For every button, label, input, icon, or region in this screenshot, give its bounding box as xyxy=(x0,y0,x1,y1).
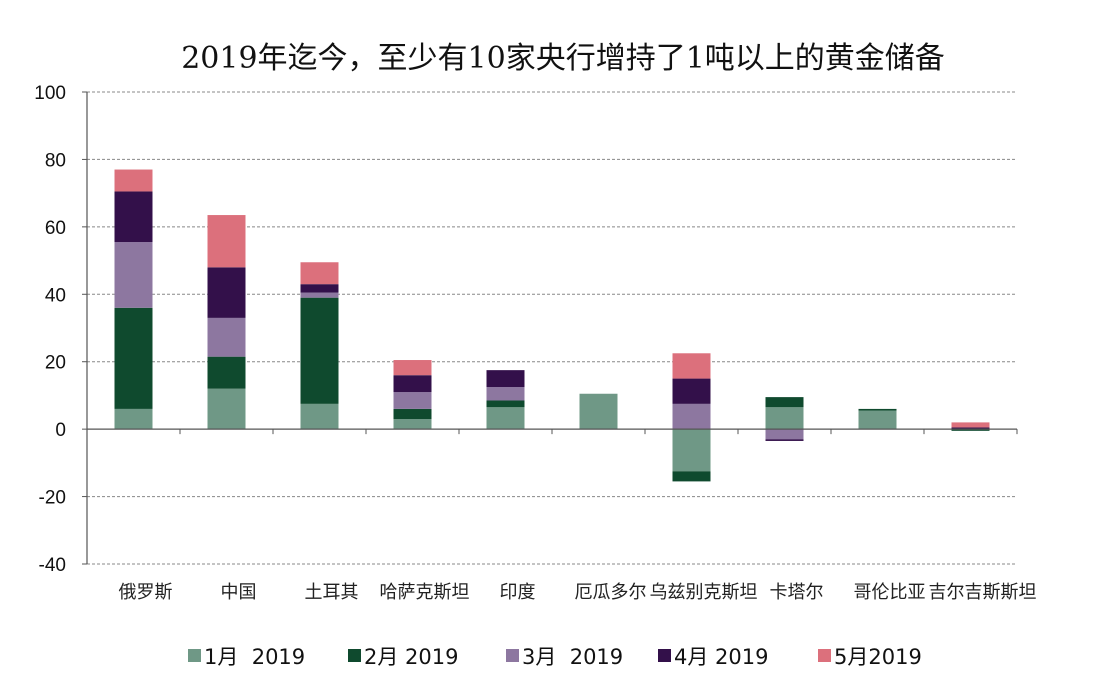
bar-segment xyxy=(114,307,153,409)
y-tick-label: -20 xyxy=(39,488,66,509)
bar-segment xyxy=(300,403,339,430)
x-tick-label: 吉尔吉斯斯坦 xyxy=(929,582,1037,603)
x-tick-label: 俄罗斯 xyxy=(119,582,173,603)
bar-segment xyxy=(486,387,525,401)
bar-segment xyxy=(207,356,246,389)
bar-segment xyxy=(300,262,339,285)
y-tick-label: 60 xyxy=(45,218,66,239)
bar-segment xyxy=(207,215,246,268)
x-tick-label: 乌兹别克斯坦 xyxy=(650,582,758,603)
x-tick-label: 印度 xyxy=(500,582,536,603)
x-tick-label: 卡塔尔 xyxy=(770,582,824,603)
bar-segment xyxy=(672,378,711,404)
y-tick-label: 40 xyxy=(45,285,66,306)
bar-segment xyxy=(114,169,153,192)
bar-segment xyxy=(765,429,804,440)
bar-segment xyxy=(765,407,804,430)
legend-label: 4月 2019 xyxy=(674,645,768,669)
bar-segment xyxy=(486,370,525,387)
y-tick-label: 20 xyxy=(45,353,66,374)
x-axis-ticks: 俄罗斯 中国 土耳其 哈萨克斯坦 印度 厄瓜多尔 乌兹别克斯坦 卡塔尔 哥伦比亚 吉尔吉斯斯坦 xyxy=(119,582,1037,603)
bar-segment xyxy=(114,242,153,308)
bar-segment xyxy=(393,375,432,393)
bar-segment xyxy=(858,410,897,430)
x-tick-label: 厄瓜多尔 xyxy=(575,582,647,603)
bar-segment xyxy=(393,419,432,430)
bar-segment xyxy=(951,422,990,428)
bar-segment xyxy=(207,388,246,430)
y-tick-label: 0 xyxy=(55,420,66,441)
legend-swatch xyxy=(818,649,831,662)
bar-segment xyxy=(207,317,246,357)
bar-segment xyxy=(114,408,153,430)
legend-swatch xyxy=(188,649,201,662)
bar-segment xyxy=(951,427,990,430)
y-tick-label: 80 xyxy=(45,150,66,171)
bar-segment xyxy=(579,393,618,430)
bar-segment xyxy=(765,439,804,441)
legend-label: 5月2019 xyxy=(834,645,922,669)
x-tick-label: 中国 xyxy=(221,582,257,603)
legend-label: 3月 2019 xyxy=(522,645,623,669)
bar-segment xyxy=(207,267,246,318)
bar-segment xyxy=(114,191,153,243)
bar-segment xyxy=(300,292,339,298)
y-tick-label: -40 xyxy=(39,555,66,576)
bar-segment xyxy=(672,403,711,430)
legend-label: 2月 2019 xyxy=(364,645,458,669)
legend-label: 1月 2019 xyxy=(204,645,305,669)
bar-segment xyxy=(486,407,525,430)
bar-segment xyxy=(393,408,432,420)
chart-title: 2019年迄今，至少有10家央行增持了1吨以上的黄金储备 xyxy=(181,41,945,76)
bar-segment xyxy=(393,392,432,409)
x-tick-label: 土耳其 xyxy=(305,582,359,603)
x-tick-label: 哥伦比亚 xyxy=(854,582,926,603)
bar-segment xyxy=(765,397,804,408)
bar-segment xyxy=(672,471,711,482)
bar-segment xyxy=(486,400,525,408)
legend-swatch xyxy=(506,649,519,662)
bar-stack-group xyxy=(114,169,990,482)
axes xyxy=(82,91,1018,565)
legend-swatch xyxy=(658,649,671,662)
y-tick-label: 100 xyxy=(34,83,66,104)
legend: 1月 2019 2月 2019 3月 2019 4月 2019 5月2019 xyxy=(188,645,922,669)
bar-segment xyxy=(300,297,339,404)
bar-segment xyxy=(672,353,711,379)
y-axis-ticks: -40 -20 0 20 40 60 80 100 xyxy=(34,83,66,576)
x-tick-label: 哈萨克斯坦 xyxy=(380,582,470,603)
legend-swatch xyxy=(348,649,361,662)
bar-segment xyxy=(393,360,432,376)
bar-segment xyxy=(858,408,897,411)
bar-segment xyxy=(300,284,339,293)
bar-segment xyxy=(672,429,711,472)
bar-segment xyxy=(951,429,990,431)
